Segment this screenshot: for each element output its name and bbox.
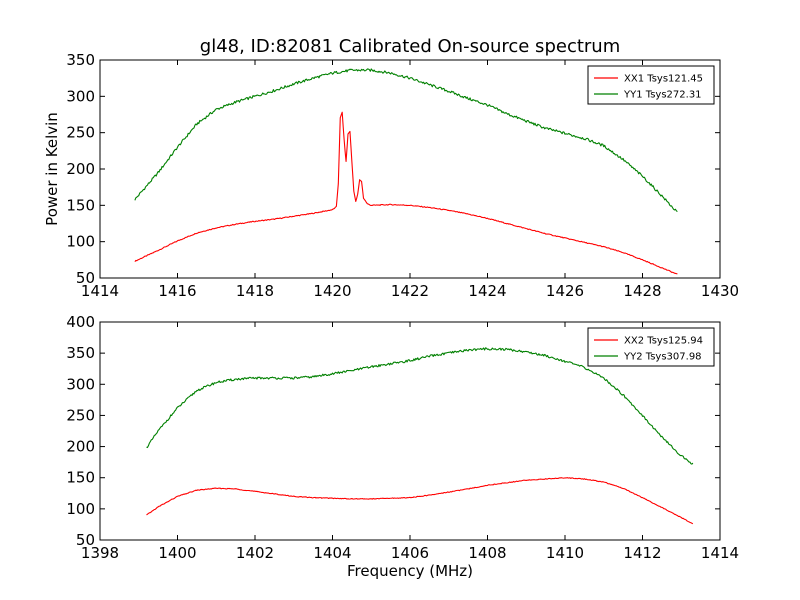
legend-label-2: YY2 Tsys307.98: [623, 352, 702, 363]
y-tick-label: 250: [66, 124, 95, 142]
y-tick-label: 400: [66, 313, 95, 331]
y-tick-label: 300: [66, 375, 95, 393]
legend-label-2: YY1 Tsys272.31: [623, 90, 702, 101]
x-tick-label: 1402: [236, 544, 274, 562]
x-tick-label: 1420: [313, 282, 351, 300]
legend: XX2 Tsys125.94 YY2 Tsys307.98: [587, 327, 715, 367]
y-tick-label: 300: [66, 87, 95, 105]
legend-label-1: XX2 Tsys125.94: [624, 336, 703, 347]
series-lines: [134, 68, 678, 275]
x-tick-label: 1418: [236, 282, 274, 300]
series-line-1: [146, 477, 694, 525]
x-tick-label: 1408: [468, 544, 506, 562]
legend-label-1: XX1 Tsys121.45: [624, 74, 703, 85]
panels: 1414 1416 1418 1420 1422 1424 1426 1428 1430 50 10…: [43, 51, 739, 580]
y-tick-label: 350: [66, 51, 95, 69]
x-tick-label: 1412: [623, 544, 661, 562]
x-tick-label: 1414: [701, 544, 739, 562]
x-tick-label: 1428: [623, 282, 661, 300]
x-axis-title: Frequency (MHz): [347, 562, 473, 580]
x-tick-label: 1404: [313, 544, 351, 562]
x-tick-label: 1416: [158, 282, 196, 300]
y-tick-label: 150: [66, 469, 95, 487]
series-line-1: [134, 111, 678, 275]
legend: XX1 Tsys121.45 YY1 Tsys272.31: [587, 65, 715, 105]
chart-panel-2: 1398 1400 1402 1404 1406 1408 1410 1412 1414 50 10…: [66, 313, 739, 580]
x-tick-label: 1400: [158, 544, 196, 562]
x-tick-label: 1430: [701, 282, 739, 300]
chart-title: gl48, ID:82081 Calibrated On-source spec…: [200, 36, 620, 57]
y-tick-label: 50: [76, 269, 95, 287]
x-tick-label: 1410: [546, 544, 584, 562]
x-tick-label: 1406: [391, 544, 429, 562]
y-tick-label: 100: [66, 233, 95, 251]
x-tick-label: 1414: [81, 282, 119, 300]
y-tick-label: 100: [66, 500, 95, 518]
series-line-2: [146, 347, 694, 465]
legend-frame: [587, 327, 715, 367]
y-tick-label: 200: [66, 438, 95, 456]
x-tick-label: 1398: [81, 544, 119, 562]
y-tick-label: 200: [66, 160, 95, 178]
chart-panel-1: 1414 1416 1418 1420 1422 1424 1426 1428 1430 50 10…: [43, 51, 739, 300]
y-tick-label: 150: [66, 196, 95, 214]
legend-frame: [587, 65, 715, 105]
y-axis-title: Power in Kelvin: [43, 112, 61, 226]
y-tick-label: 250: [66, 406, 95, 424]
x-tick-label: 1422: [391, 282, 429, 300]
y-tick-label: 50: [76, 531, 95, 549]
series-lines: [146, 347, 694, 525]
series-line-2: [134, 68, 678, 213]
x-tick-label: 1426: [546, 282, 584, 300]
y-tick-label: 350: [66, 344, 95, 362]
x-tick-label: 1424: [468, 282, 506, 300]
